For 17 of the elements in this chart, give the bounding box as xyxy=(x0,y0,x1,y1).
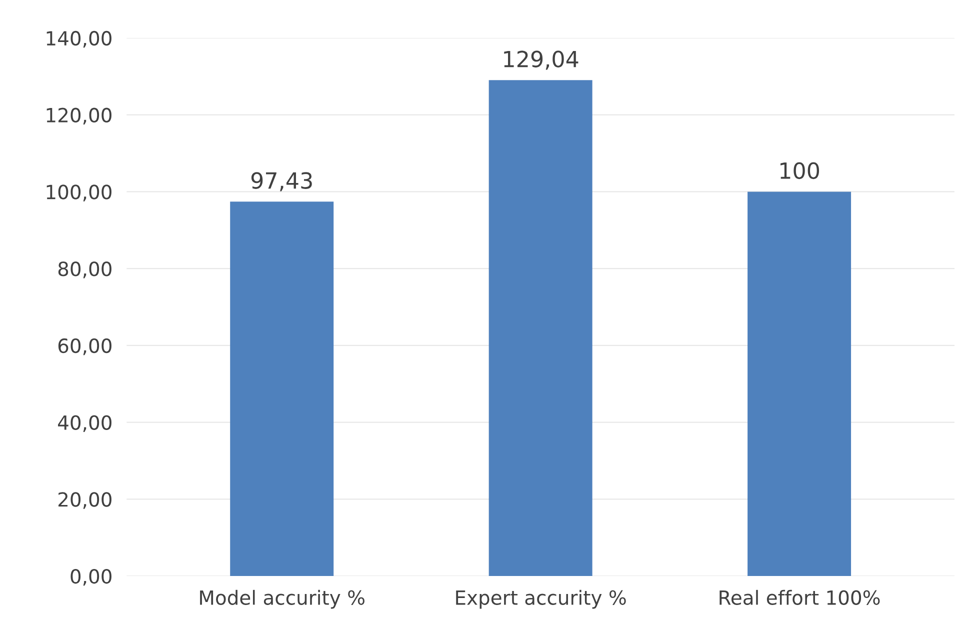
data-label: 100 xyxy=(780,162,820,180)
data-label: 129,04 xyxy=(504,50,578,70)
x-tick-label: Real effort 100% xyxy=(720,590,880,605)
y-tick-label: 100,00 xyxy=(46,184,112,202)
data-label: 97,43 xyxy=(251,172,312,192)
bar xyxy=(748,192,852,576)
y-tick-label: 60,00 xyxy=(58,338,112,356)
y-tick-label: 120,00 xyxy=(46,108,112,124)
y-tick-label: 0,00 xyxy=(70,568,112,586)
x-tick-label: Model accurity % xyxy=(200,590,364,609)
y-tick-label: 20,00 xyxy=(58,492,112,509)
bar xyxy=(488,80,592,576)
y-tick-label: 40,00 xyxy=(58,415,112,432)
y-tick-label: 80,00 xyxy=(58,262,112,278)
y-tick-label: 140,00 xyxy=(46,30,112,48)
bar xyxy=(230,202,334,576)
x-tick-label: Expert accurity % xyxy=(456,590,626,609)
